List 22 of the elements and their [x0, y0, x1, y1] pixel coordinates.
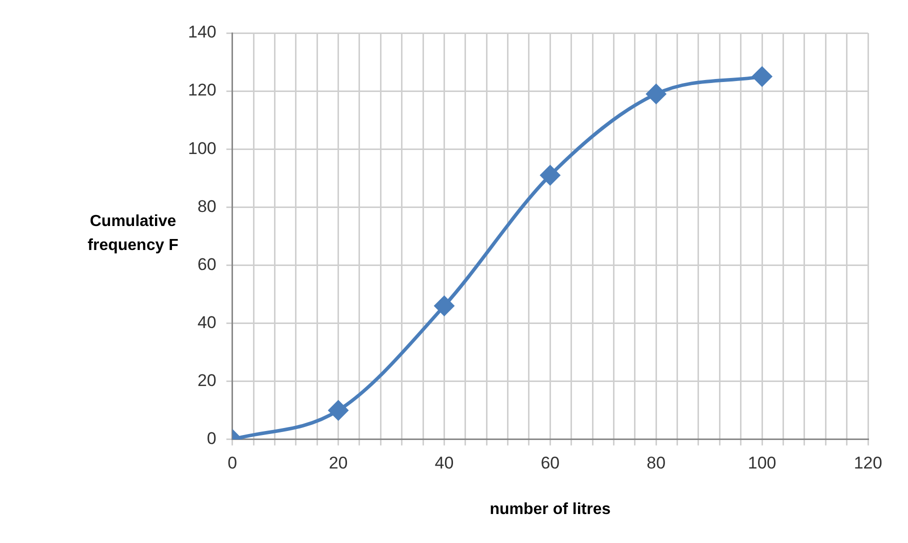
- y-tick-label: 100: [188, 138, 216, 158]
- x-tick-label: 80: [646, 453, 666, 472]
- y-tick-label: 40: [197, 312, 216, 332]
- x-tick-label: 0: [228, 453, 238, 472]
- y-tick-label: 60: [197, 254, 216, 274]
- point: [540, 165, 560, 185]
- y-axis-title: Cumulative frequency F: [88, 213, 179, 254]
- point: [328, 400, 348, 420]
- y-tick-label: 120: [188, 80, 216, 100]
- y-tick-label: 80: [197, 196, 216, 216]
- x-tick-label: 40: [434, 453, 454, 472]
- point: [434, 296, 454, 316]
- x-tick-label: 60: [540, 453, 560, 472]
- x-tick-label: 100: [748, 453, 776, 472]
- y-tick-label: 0: [206, 429, 216, 448]
- y-tick-label: 20: [197, 371, 216, 390]
- y-tick-label: 140: [188, 22, 216, 42]
- point: [752, 66, 772, 86]
- x-axis-title: number of litres: [490, 500, 611, 518]
- x-tick-label: 20: [328, 453, 348, 472]
- point: [646, 84, 666, 104]
- x-tick-label: 120: [854, 453, 882, 472]
